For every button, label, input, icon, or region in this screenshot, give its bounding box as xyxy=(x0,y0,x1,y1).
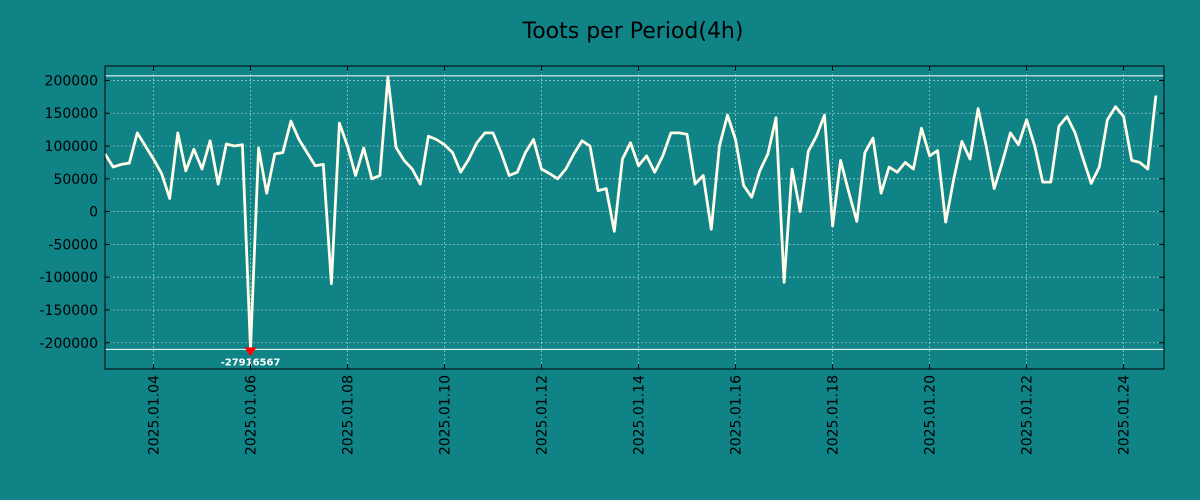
y-tick-label: -200000 xyxy=(40,336,99,352)
y-tick-label: 0 xyxy=(89,205,98,221)
series-line-toots xyxy=(103,75,1158,351)
y-tick-label: -50000 xyxy=(48,237,98,253)
chart-title: Toots per Period(4h) xyxy=(522,19,744,44)
y-tick-label: 150000 xyxy=(45,106,98,122)
y-tick-label: -100000 xyxy=(40,270,99,286)
min-value-label: -27916567 xyxy=(221,357,281,368)
x-tick-label: 2025.01.06 xyxy=(244,375,260,455)
x-tick-label: 2025.01.08 xyxy=(341,375,357,455)
y-tick-label: -150000 xyxy=(40,303,99,319)
x-tick-label: 2025.01.10 xyxy=(438,375,454,455)
x-tick-label: 2025.01.14 xyxy=(632,375,648,455)
x-tick-label: 2025.01.18 xyxy=(826,375,842,455)
x-tick-label: 2025.01.24 xyxy=(1117,375,1133,455)
y-tick-label: 50000 xyxy=(53,172,98,188)
x-tick-label: 2025.01.12 xyxy=(535,375,551,455)
x-tick-label: 2025.01.20 xyxy=(923,375,939,455)
y-tick-label: 100000 xyxy=(45,139,98,155)
x-tick-label: 2025.01.04 xyxy=(147,375,163,455)
y-tick-label: 200000 xyxy=(45,73,98,89)
x-tick-label: 2025.01.22 xyxy=(1020,375,1036,455)
plot-area xyxy=(104,65,1165,370)
min-marker xyxy=(244,347,257,357)
x-tick-label: 2025.01.16 xyxy=(729,375,745,455)
